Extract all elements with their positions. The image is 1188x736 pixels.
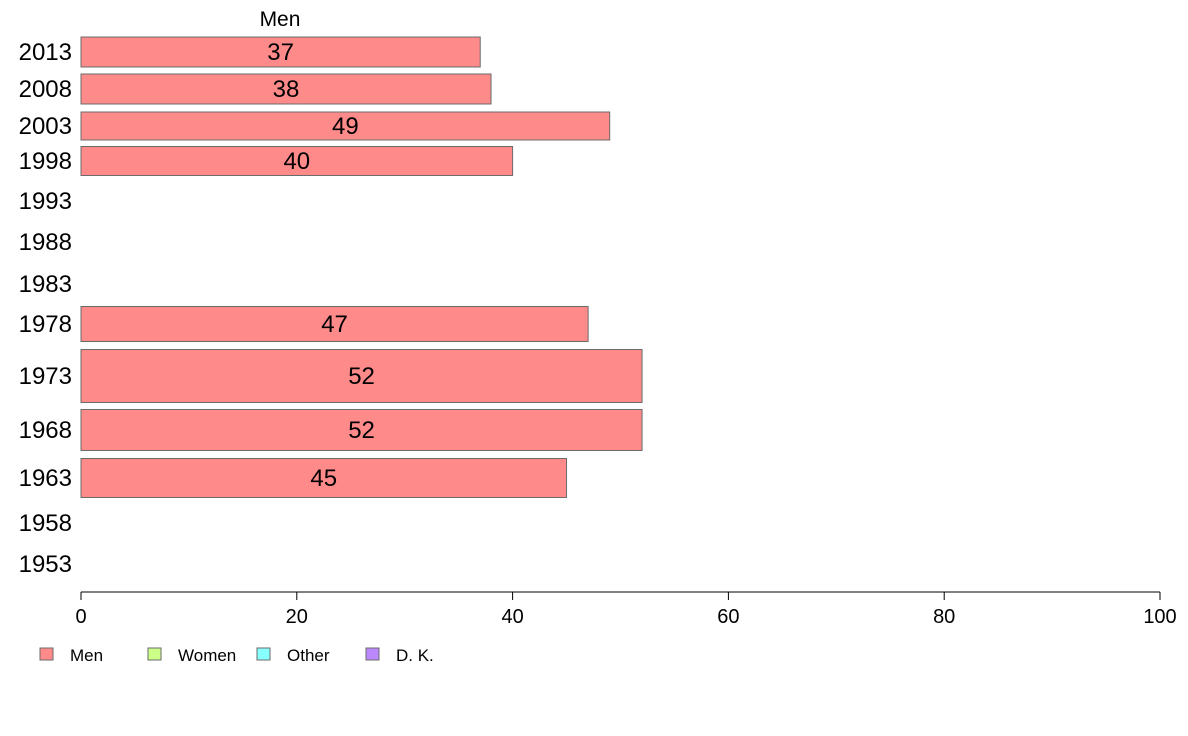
value-label-2008: 38 [273, 76, 300, 103]
year-label-1973: 1973 [19, 363, 72, 390]
year-label-1968: 1968 [19, 417, 72, 444]
bar-2008 [80, 73, 492, 105]
x-tick-label-60: 60 [717, 606, 739, 628]
x-axis: 0 20 40 60 80 100 [75, 591, 1177, 628]
value-label-1973: 52 [348, 363, 375, 390]
x-tick-label-20: 20 [286, 606, 308, 628]
legend-swatch-women [147, 647, 162, 661]
bar-1978 [80, 306, 589, 342]
panel-title: Men [260, 8, 301, 31]
legend-label-other: Other [287, 646, 330, 665]
value-label-1963: 45 [310, 465, 337, 492]
year-label-2008: 2008 [19, 76, 72, 103]
value-label-2013: 37 [267, 39, 294, 66]
x-tick-label-100: 100 [1143, 606, 1176, 628]
year-label-2013: 2013 [19, 39, 72, 66]
year-label-1958: 1958 [19, 510, 72, 537]
legend-label-d-k: D. K. [396, 646, 434, 665]
year-label-1983: 1983 [19, 271, 72, 298]
bar-2013 [80, 36, 481, 68]
year-label-1953: 1953 [19, 551, 72, 578]
x-tick-label-0: 0 [75, 606, 86, 628]
legend-swatch-d-k [365, 647, 380, 661]
value-label-1968: 52 [348, 417, 375, 444]
legend-label-men: Men [70, 646, 103, 665]
bar-1963 [80, 458, 568, 498]
year-label-1978: 1978 [19, 311, 72, 338]
year-label-1998: 1998 [19, 148, 72, 175]
value-label-2003: 49 [332, 113, 359, 140]
legend-swatch-men [39, 647, 54, 661]
year-label-1963: 1963 [19, 465, 72, 492]
year-label-1993: 1993 [19, 188, 72, 215]
value-label-1998: 40 [283, 148, 310, 175]
year-label-1988: 1988 [19, 229, 72, 256]
bar-1968 [80, 409, 643, 451]
x-tick-label-80: 80 [933, 606, 955, 628]
year-labels: 2013 2008 2003 1998 1993 1988 1983 1978 1973 1968… [19, 39, 72, 578]
year-label-2003: 2003 [19, 113, 72, 140]
legend: Men Women Other D. K. [39, 646, 434, 665]
bar-1998 [80, 146, 514, 176]
legend-label-women: Women [178, 646, 236, 665]
x-tick-label-40: 40 [501, 606, 523, 628]
bar-1973 [80, 349, 643, 403]
legend-swatch-other [256, 647, 271, 661]
bar-2003 [80, 111, 611, 141]
value-label-1978: 47 [321, 311, 348, 338]
